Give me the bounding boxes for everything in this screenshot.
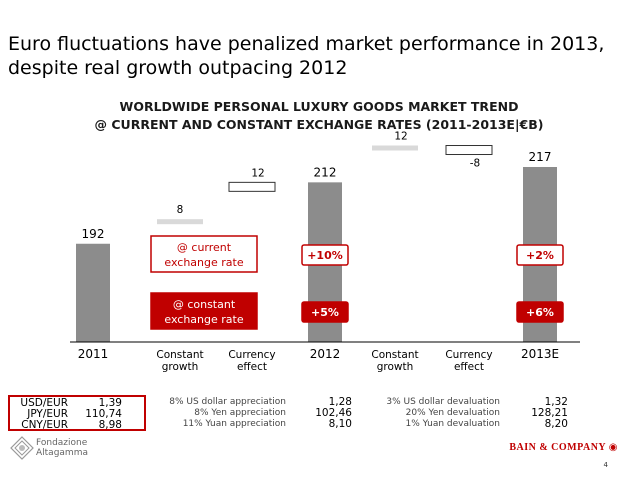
waterfall-chart: 192 8 12 212 12 -8 217 2011 Constant growth Curren… <box>70 131 580 373</box>
bar-0 <box>76 243 110 342</box>
category-label-1: Constant growth <box>156 349 203 373</box>
fx-2011-usd: 1,39 <box>98 397 122 409</box>
foundation-name-line1: Fondazione <box>36 438 88 448</box>
fx-rates-2012: 1,28 102,46 8,10 <box>296 397 352 430</box>
category-label-0: 2011 <box>78 347 109 361</box>
foundation-logo-icon <box>10 436 34 460</box>
note-2012-jpy: 8% Yen appreciation <box>194 408 286 418</box>
value-label-2: 12 <box>251 167 264 179</box>
chart-subtitle-line1: WORLDWIDE PERSONAL LUXURY GOODS MARKET T… <box>119 99 519 114</box>
fx-rates-2011-box: USD/EUR 1,39 JPY/EUR 110,74 CNY/EUR 8,98 <box>8 395 146 431</box>
badge-current-0-text: +10% <box>307 249 343 262</box>
category-label-2: Currency effect <box>228 349 275 373</box>
fx-2013-usd: 1,32 <box>544 396 568 408</box>
bar-1 <box>157 219 203 225</box>
note-2013-usd: 3% US dollar devaluation <box>386 397 500 407</box>
category-label-6: 2013E <box>521 347 559 361</box>
category-label-5: Currency effect <box>445 349 492 373</box>
note-2013-cny: 1% Yuan devaluation <box>405 419 500 429</box>
value-label-0: 192 <box>82 227 105 241</box>
badge-current-0-box <box>301 244 349 266</box>
value-label-3: 212 <box>314 165 337 179</box>
category-label-3: 2012 <box>310 347 341 361</box>
notes-2013: 3% US dollar devaluation 20% Yen devalua… <box>372 397 500 430</box>
legend-constant-box <box>150 292 258 330</box>
legend-constant-text: @ constant exchange rate <box>164 298 243 326</box>
legend-current-text: @ current exchange rate <box>164 241 243 269</box>
badge-constant-1-text: +6% <box>526 306 554 319</box>
badge-constant-0-box <box>301 301 349 323</box>
fx-rates-2013: 1,32 128,21 8,20 <box>512 397 568 430</box>
category-label-4: Constant growth <box>371 349 418 373</box>
fx-label-usd: USD/EUR <box>20 397 68 409</box>
chart-subtitle-line2: @ CURRENT AND CONSTANT EXCHANGE RATES (2… <box>94 117 544 132</box>
fx-2011-cny: 8,98 <box>98 419 122 431</box>
badge-current-1-box <box>516 244 564 266</box>
badge-current-1-text: +2% <box>526 249 554 262</box>
badge-constant-0-text: +5% <box>311 306 339 319</box>
fx-2013-jpy: 128,21 <box>531 407 568 419</box>
bain-logo: BAIN & COMPANY ◉ <box>509 442 618 453</box>
bar-5 <box>445 145 493 156</box>
note-2012-cny: 11% Yuan appreciation <box>182 419 286 429</box>
page-number: 4 <box>603 461 608 469</box>
foundation-name: Fondazione Altagamma <box>36 438 88 458</box>
foundation-name-line2: Altagamma <box>36 448 88 458</box>
fx-2012-jpy: 102,46 <box>315 407 352 419</box>
slide-title: Euro fluctuations have penalized market … <box>8 33 605 79</box>
legend-current-box <box>150 235 258 273</box>
value-label-4: 12 <box>394 131 407 143</box>
bain-logo-mark-icon: ◉ <box>608 442 618 453</box>
fx-2011-jpy: 110,74 <box>85 408 122 420</box>
fx-2013-cny: 8,20 <box>544 418 568 430</box>
note-2013-jpy: 20% Yen devaluation <box>405 408 500 418</box>
badge-constant-1-box <box>516 301 564 323</box>
fx-2012-usd: 1,28 <box>328 396 352 408</box>
fx-label-jpy: JPY/EUR <box>27 408 68 420</box>
value-label-5: -8 <box>470 158 480 170</box>
note-2012-usd: 8% US dollar appreciation <box>169 397 286 407</box>
bar-2 <box>228 181 276 192</box>
notes-2012: 8% US dollar appreciation 8% Yen appreci… <box>156 397 286 430</box>
bar-4 <box>372 145 418 151</box>
fx-label-cny: CNY/EUR <box>21 419 68 431</box>
bain-logo-text: BAIN & COMPANY <box>509 442 606 453</box>
fx-2012-cny: 8,10 <box>328 418 352 430</box>
value-label-6: 217 <box>529 150 552 164</box>
value-label-1: 8 <box>177 204 184 216</box>
